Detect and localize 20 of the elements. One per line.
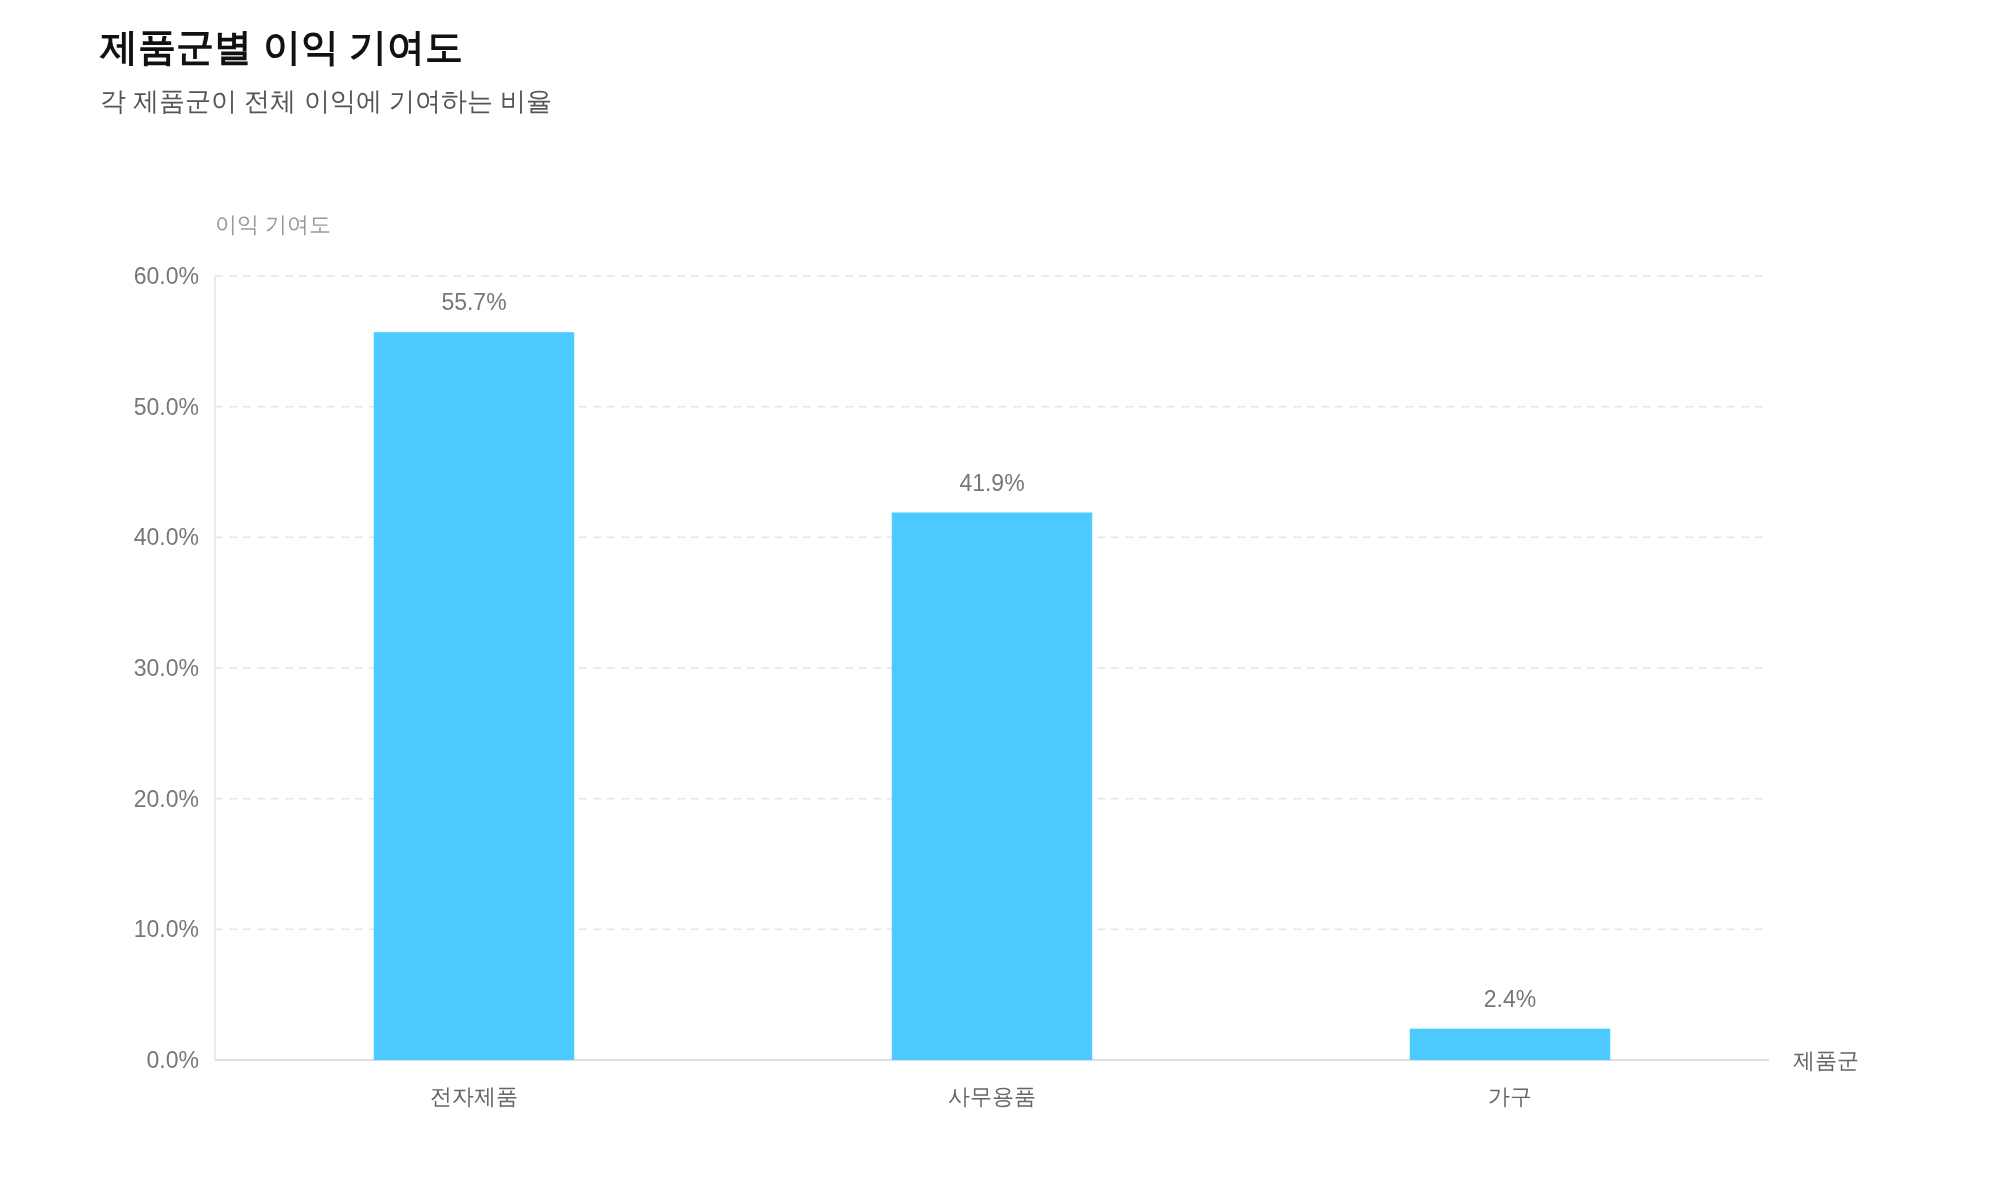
y-axis-title: 이익 기여도	[215, 212, 332, 237]
y-tick-label: 40.0%	[133, 524, 199, 551]
x-axis-title: 제품군	[1793, 1048, 1859, 1073]
bar	[373, 332, 575, 1060]
y-tick-label: 50.0%	[133, 393, 199, 420]
data-label: 55.7%	[441, 289, 507, 316]
chart-subtitle: 각 제품군이 전체 이익에 기여하는 비율	[100, 86, 553, 116]
data-label: 41.9%	[959, 469, 1025, 496]
y-tick-label: 30.0%	[133, 655, 199, 681]
y-tick-label: 0.0%	[146, 1047, 199, 1073]
chart-title: 제품군별 이익 기여도	[99, 26, 464, 68]
y-tick-label: 20.0%	[133, 785, 199, 812]
y-tick-label: 10.0%	[133, 916, 199, 943]
x-tick-label: 전자제품	[430, 1084, 518, 1109]
bar	[1409, 1028, 1611, 1060]
x-tick-label: 가구	[1488, 1084, 1532, 1109]
data-label: 2.4%	[1483, 985, 1537, 1012]
y-tick-label: 60.0%	[133, 263, 199, 289]
bar	[891, 512, 1093, 1060]
x-tick-label: 사무용품	[948, 1084, 1036, 1109]
